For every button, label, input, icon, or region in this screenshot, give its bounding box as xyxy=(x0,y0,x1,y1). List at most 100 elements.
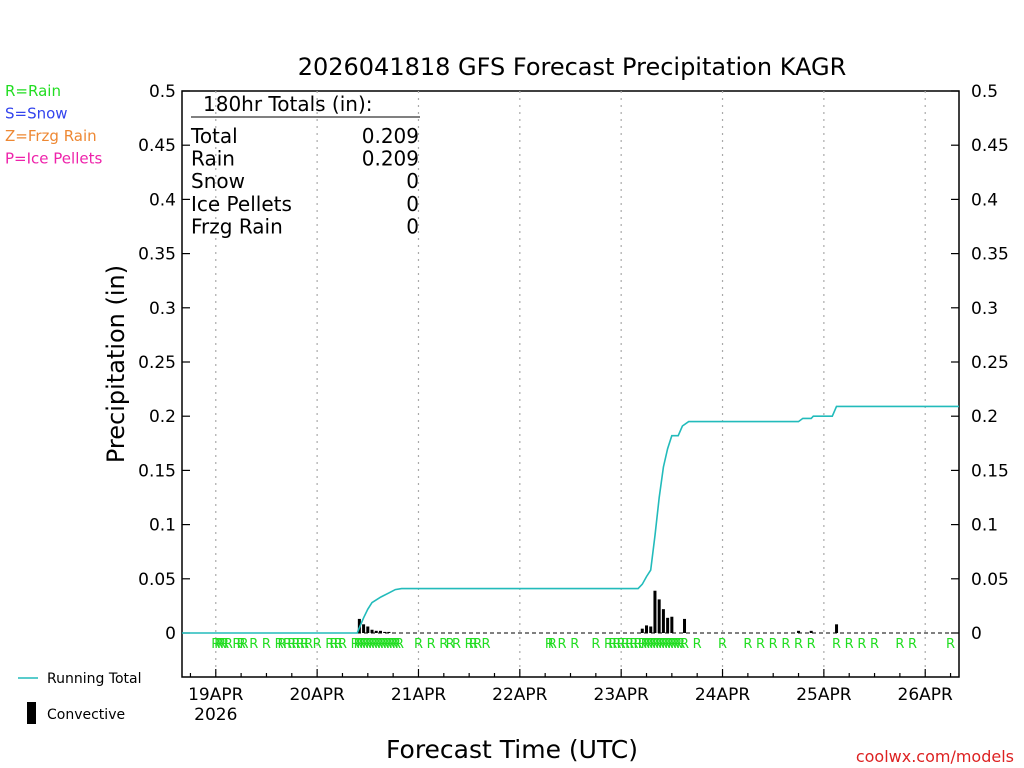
precip-marker-79: R xyxy=(756,637,765,652)
y-tick-label-left-4: 0.2 xyxy=(149,407,176,427)
legend-label-0: Running Total xyxy=(47,671,142,687)
y-tick-label-right-1: 0.05 xyxy=(971,570,1009,590)
y-tick-label-left-10: 0.5 xyxy=(149,82,176,102)
precip-marker-39: R xyxy=(414,637,423,652)
x-tick-label-3: 22APR xyxy=(492,685,548,705)
precip-marker-10: R xyxy=(275,637,284,652)
precip-marker-59: R xyxy=(629,637,638,652)
precip-marker-70: R xyxy=(664,637,673,652)
y-tick-label-right-3: 0.15 xyxy=(971,461,1009,481)
precip-marker-20: R xyxy=(329,637,338,652)
precip-marker-85: R xyxy=(845,637,854,652)
precip-marker-16: R xyxy=(300,637,309,652)
legend-swatch-convective xyxy=(27,702,36,724)
precip-marker-35: R xyxy=(386,637,395,652)
convective-bar-12 xyxy=(657,599,661,633)
precip-marker-7: R xyxy=(240,637,249,652)
legend-type-1: S=Snow xyxy=(5,105,68,123)
precip-marker-61: R xyxy=(638,637,647,652)
precip-marker-67: R xyxy=(656,637,665,652)
totals-label-3: Ice Pellets xyxy=(191,192,292,216)
year-label: 2026 xyxy=(194,705,237,725)
legend-label-1: Convective xyxy=(47,707,125,723)
convective-bar-8 xyxy=(640,628,644,633)
precip-marker-44: R xyxy=(465,637,474,652)
precip-marker-82: R xyxy=(794,637,803,652)
precip-marker-32: R xyxy=(377,637,386,652)
precip-marker-3: R xyxy=(220,637,229,652)
x-tick-label-5: 24APR xyxy=(695,685,751,705)
y-tick-label-left-3: 0.15 xyxy=(138,461,176,481)
y-tick-label-right-4: 0.2 xyxy=(971,407,998,427)
precip-marker-4: R xyxy=(224,637,233,652)
precip-marker-57: R xyxy=(621,637,630,652)
x-tick-label-6: 25APR xyxy=(796,685,852,705)
precip-type-legend: R=Rain S=Snow Z=Frzg Rain P=Ice Pellets xyxy=(5,82,102,168)
totals-header: 180hr Totals (in): xyxy=(203,92,373,116)
precip-marker-50: R xyxy=(558,637,567,652)
precip-marker-1: R xyxy=(214,637,223,652)
precip-marker-51: R xyxy=(570,637,579,652)
precip-marker-42: R xyxy=(446,637,455,652)
precip-marker-22: R xyxy=(338,637,347,652)
precip-marker-6: R xyxy=(237,637,246,652)
y-tick-label-left-0: 0 xyxy=(165,624,176,644)
x-tick-label-1: 20APR xyxy=(289,685,345,705)
precip-marker-40: R xyxy=(427,637,436,652)
precip-marker-37: R xyxy=(392,637,401,652)
precip-marker-78: R xyxy=(743,637,752,652)
convective-bar-14 xyxy=(666,617,670,633)
precip-marker-38: R xyxy=(395,637,404,652)
convective-bar-13 xyxy=(661,609,665,633)
convective-bar-6 xyxy=(383,631,387,633)
precip-marker-62: R xyxy=(641,637,650,652)
precip-marker-84: R xyxy=(832,637,841,652)
precip-marker-12: R xyxy=(283,637,292,652)
precip-marker-26: R xyxy=(359,637,368,652)
y-axis-label: Precipitation (in) xyxy=(102,265,130,463)
precip-marker-71: R xyxy=(667,637,676,652)
precip-marker-28: R xyxy=(365,637,374,652)
precip-marker-69: R xyxy=(661,637,670,652)
totals-value-1: 0.209 xyxy=(362,147,419,171)
y-tick-label-left-5: 0.25 xyxy=(138,353,176,373)
precip-marker-60: R xyxy=(634,637,643,652)
y-tick-label-right-6: 0.3 xyxy=(971,299,998,319)
precip-marker-34: R xyxy=(383,637,392,652)
precip-marker-11: R xyxy=(278,637,287,652)
y-tick-label-left-6: 0.3 xyxy=(149,299,176,319)
convective-bar-18 xyxy=(809,630,813,633)
precip-marker-83: R xyxy=(807,637,816,652)
precip-marker-87: R xyxy=(870,637,879,652)
precip-marker-33: R xyxy=(380,637,389,652)
precip-marker-23: R xyxy=(351,637,360,652)
precip-marker-18: R xyxy=(313,637,322,652)
precip-marker-68: R xyxy=(658,637,667,652)
convective-bar-9 xyxy=(645,625,649,633)
totals-value-4: 0 xyxy=(406,214,419,238)
precip-marker-88: R xyxy=(895,637,904,652)
precip-marker-43: R xyxy=(452,637,461,652)
y-tick-label-left-1: 0.05 xyxy=(138,570,176,590)
y-tick-label-left-9: 0.45 xyxy=(138,136,176,156)
bottom-legend: Running Total Convective xyxy=(18,671,142,724)
precip-marker-49: R xyxy=(548,637,557,652)
totals-value-0: 0.209 xyxy=(362,124,419,148)
legend-type-2: Z=Frzg Rain xyxy=(5,127,97,145)
x-axis-label: Forecast Time (UTC) xyxy=(386,735,638,764)
convective-bar-19 xyxy=(835,624,839,633)
precip-marker-52: R xyxy=(591,637,600,652)
x-axis: 19APR 20APR 21APR 22APR 23APR 24APR 25APR 26APR… xyxy=(188,669,953,725)
precip-marker-66: R xyxy=(653,637,662,652)
totals-value-3: 0 xyxy=(406,192,419,216)
totals-box: 180hr Totals (in): Total 0.209 Rain 0.209 Sn… xyxy=(190,92,420,238)
y-tick-label-right-9: 0.45 xyxy=(971,136,1009,156)
running-total-line xyxy=(182,405,959,634)
convective-bar-5 xyxy=(378,630,382,633)
x-tick-label-7: 26APR xyxy=(898,685,954,705)
totals-label-0: Total xyxy=(190,124,238,148)
precip-marker-89: R xyxy=(908,637,917,652)
precip-marker-5: R xyxy=(232,637,241,652)
convective-bars xyxy=(357,590,839,633)
precip-marker-29: R xyxy=(368,637,377,652)
